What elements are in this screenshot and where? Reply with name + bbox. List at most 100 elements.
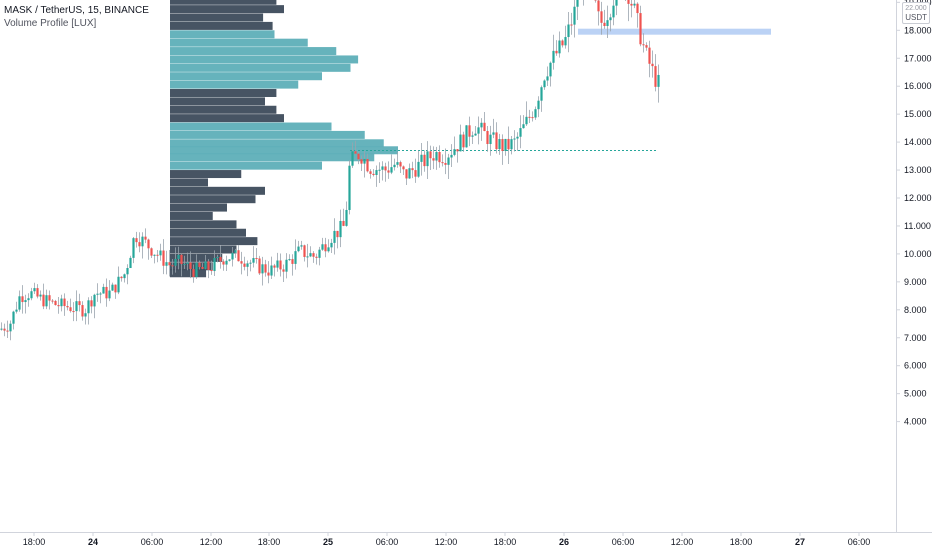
time-tick-label: 06:00 xyxy=(848,537,871,547)
candle-body xyxy=(192,269,194,277)
candle-body xyxy=(426,151,428,166)
candle-body xyxy=(354,151,356,153)
candle-body xyxy=(69,307,71,311)
price-tick-label: 13.000 xyxy=(904,165,932,175)
candle-body xyxy=(462,135,464,148)
candle-body xyxy=(264,264,266,272)
candle-body xyxy=(387,170,389,172)
candle-body xyxy=(252,258,254,263)
candle-body xyxy=(411,168,413,170)
candle-body xyxy=(87,300,89,313)
candle-body xyxy=(135,238,137,242)
candle-body xyxy=(432,158,434,160)
candle-body xyxy=(384,166,386,170)
candle-body xyxy=(21,296,23,302)
candle-body xyxy=(465,125,467,147)
volume-profile-row xyxy=(170,123,332,131)
candle-body xyxy=(102,287,104,294)
time-tick-label: 24 xyxy=(88,537,98,547)
price-tick-label: 8.000 xyxy=(904,305,927,315)
candle-body xyxy=(57,305,59,306)
candle-body xyxy=(555,51,557,53)
volume-profile-row xyxy=(170,204,227,212)
candle-body xyxy=(336,231,338,237)
candle-body xyxy=(267,273,269,276)
volume-profile-row xyxy=(170,81,298,89)
candle-body xyxy=(30,291,32,298)
candle-body xyxy=(120,277,122,278)
candle-body xyxy=(315,257,317,258)
candle-body xyxy=(165,262,167,266)
volume-profile-row xyxy=(170,0,276,5)
candle-body xyxy=(549,63,551,77)
candle-body xyxy=(423,155,425,166)
volume-profile-row xyxy=(170,14,263,22)
price-axis[interactable]: 4.0005.0006.0007.0008.0009.00010.00011.0… xyxy=(896,0,932,550)
candle-body xyxy=(132,238,134,258)
candle-body xyxy=(321,244,323,249)
candle-body xyxy=(513,139,515,140)
candle-body xyxy=(552,51,554,63)
candle-body xyxy=(153,255,155,256)
candle-body xyxy=(147,240,149,249)
candle-body xyxy=(282,269,284,271)
candle-body xyxy=(237,250,239,261)
candle-body xyxy=(90,300,92,306)
candle-body xyxy=(546,76,548,80)
price-tick-label: 4.000 xyxy=(904,417,927,427)
volume-profile-row xyxy=(170,246,237,254)
candle-body xyxy=(633,4,635,6)
candle-body xyxy=(240,261,242,263)
time-tick-label: 18:00 xyxy=(23,537,46,547)
indicator-title[interactable]: Volume Profile [LUX] xyxy=(4,18,96,29)
candle-body xyxy=(117,277,119,293)
candle-body xyxy=(486,131,488,144)
resistance-band xyxy=(578,29,771,35)
candle-body xyxy=(180,255,182,264)
volume-profile-row xyxy=(170,220,237,228)
candle-body xyxy=(603,23,605,26)
price-tick-label: 6.000 xyxy=(904,361,927,371)
time-tick-label: 25 xyxy=(323,537,333,547)
candle-body xyxy=(378,170,380,171)
candle-body xyxy=(285,260,287,272)
candle-body xyxy=(162,251,164,266)
candle-body xyxy=(342,221,344,226)
volume-profile-row xyxy=(170,162,322,170)
candle-body xyxy=(156,255,158,256)
candle-body xyxy=(231,253,233,260)
symbol-title[interactable]: MASK / TetherUS, 15, BINANCE xyxy=(4,5,149,16)
candle-body xyxy=(300,245,302,246)
volume-profile-row xyxy=(170,114,284,122)
candle-body xyxy=(111,285,113,291)
time-tick-label: 18:00 xyxy=(494,537,517,547)
candle-body xyxy=(105,287,107,298)
candle-body xyxy=(309,253,311,256)
candle-body xyxy=(597,0,599,11)
candle-body xyxy=(441,162,443,163)
candle-body xyxy=(294,251,296,264)
candle-body xyxy=(363,159,365,164)
candle-body xyxy=(639,13,641,44)
currency-badge[interactable]: 22.000 USDT xyxy=(902,2,930,24)
candle-body xyxy=(291,259,293,264)
candle-body xyxy=(429,151,431,158)
candle-body xyxy=(213,258,215,271)
candle-body xyxy=(456,149,458,151)
volume-profile-row xyxy=(170,97,265,105)
price-tick-label: 5.000 xyxy=(904,389,927,399)
candle-body xyxy=(177,255,179,259)
time-tick-label: 12:00 xyxy=(200,537,223,547)
candle-body xyxy=(306,256,308,257)
candle-body xyxy=(24,300,26,302)
candle-body xyxy=(498,139,500,149)
time-tick-label: 27 xyxy=(795,537,805,547)
candle-body xyxy=(372,174,374,175)
candle-body xyxy=(471,135,473,136)
candle-body xyxy=(318,250,320,258)
volume-profile-row xyxy=(170,64,351,72)
candle-body xyxy=(564,37,566,45)
